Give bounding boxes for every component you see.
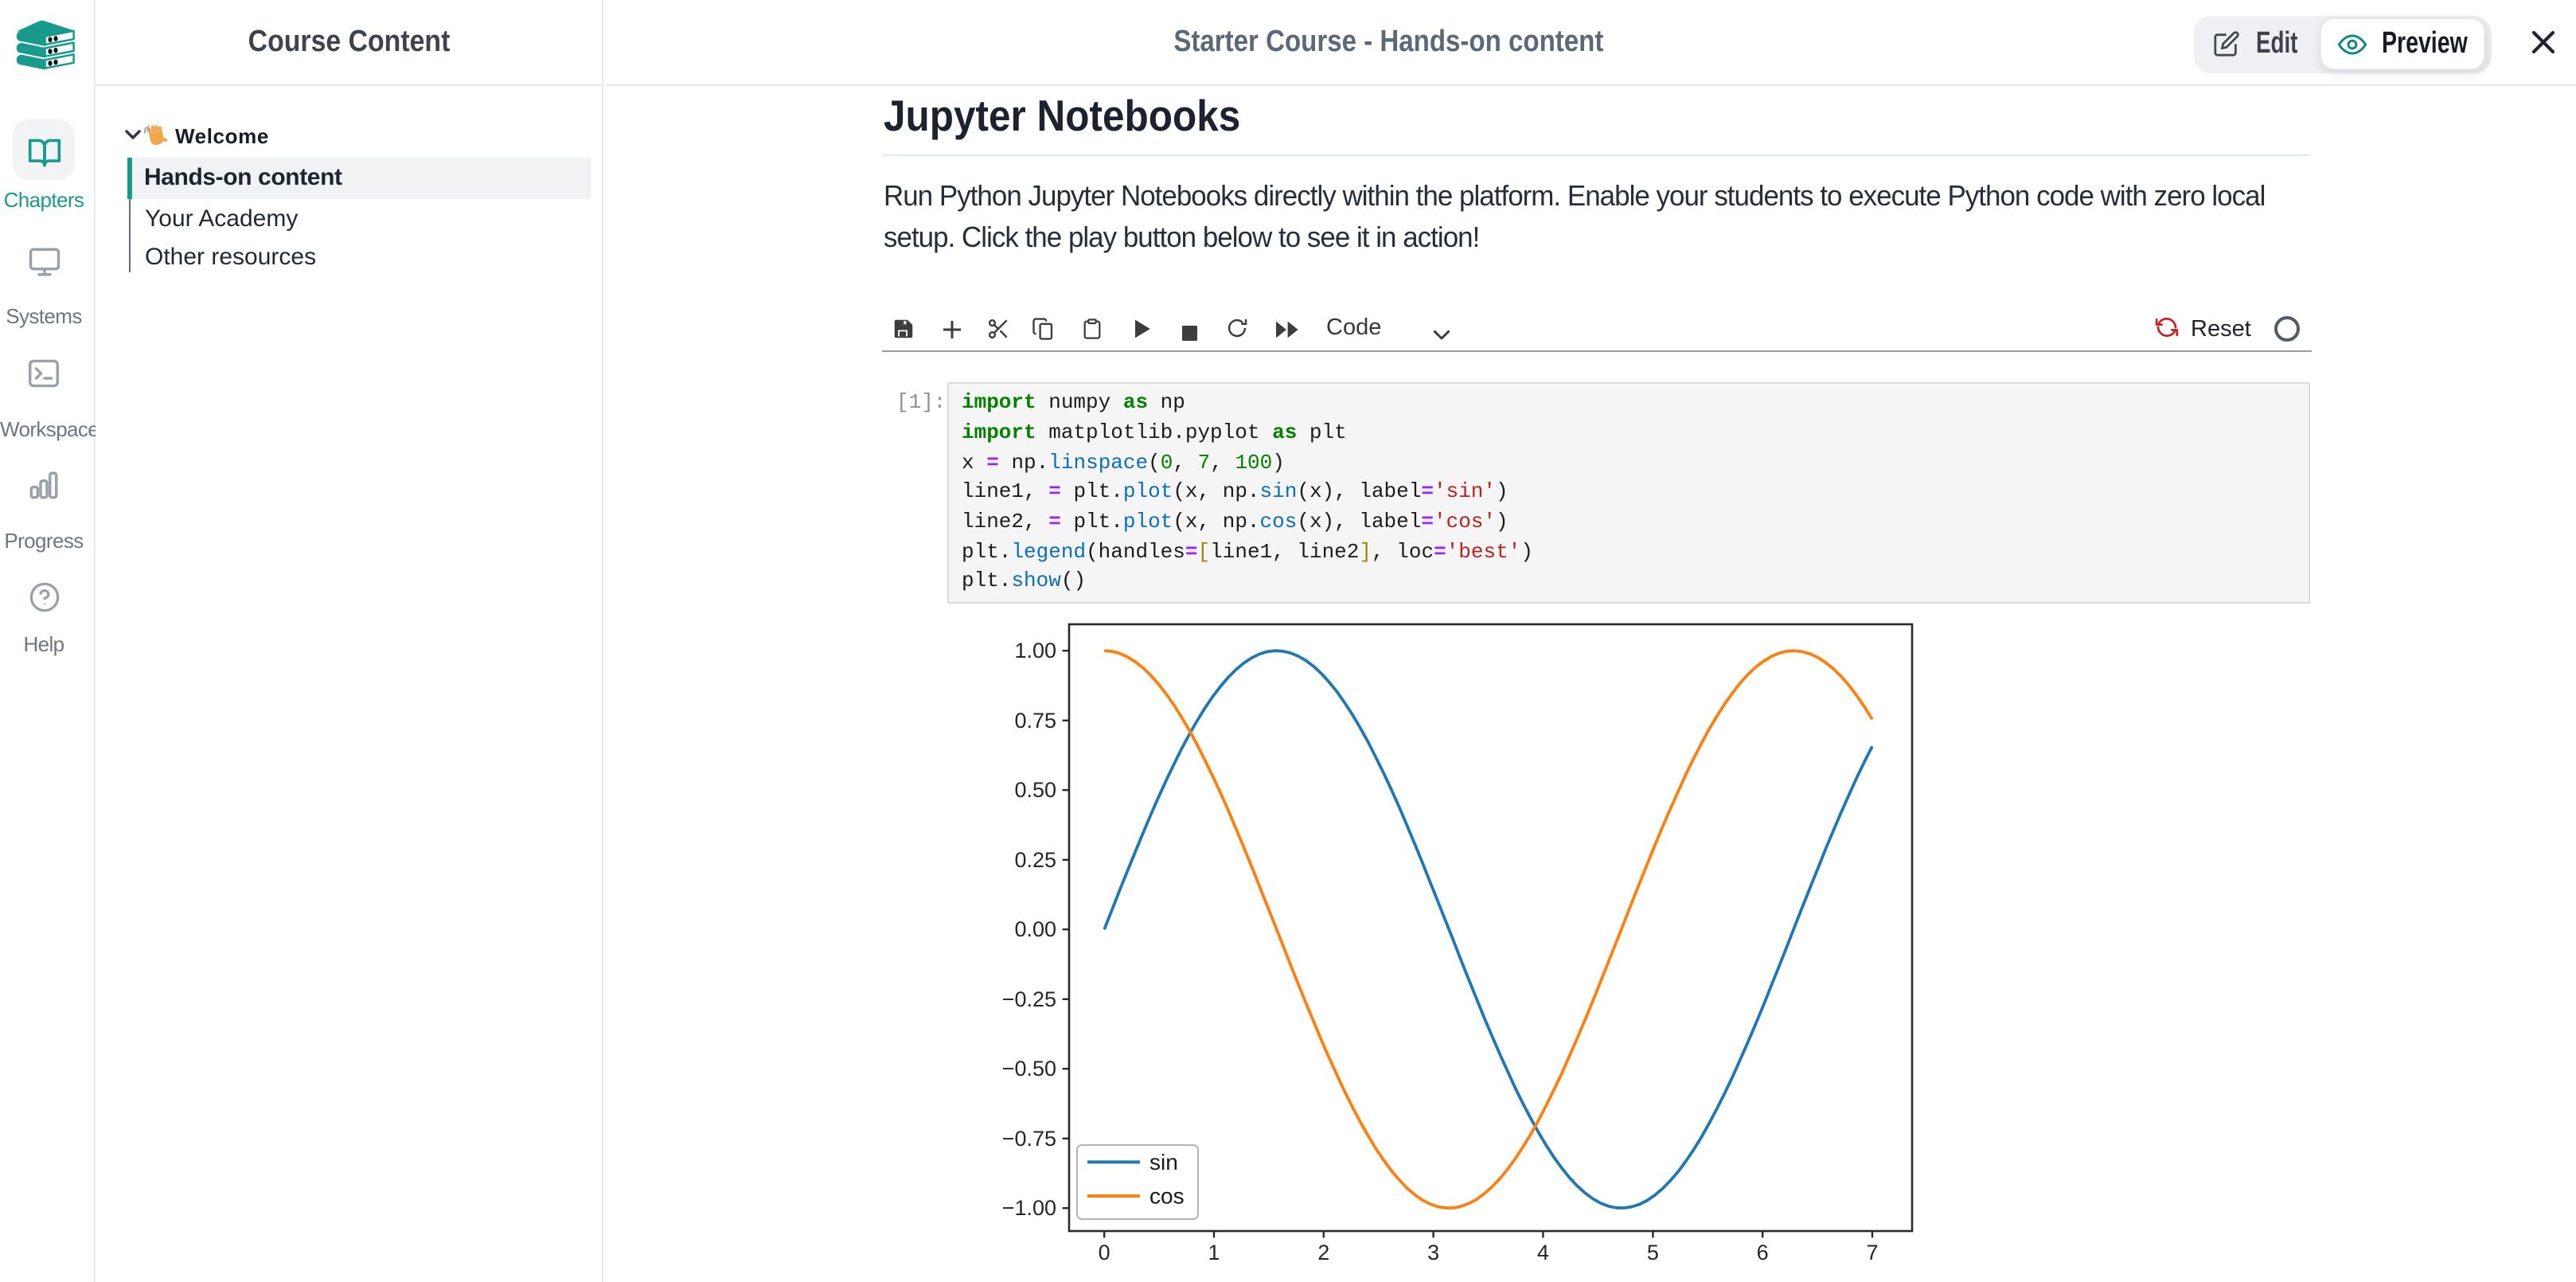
svg-text:−1.00: −1.00 [1002, 1196, 1056, 1220]
svg-text:3: 3 [1427, 1241, 1439, 1264]
svg-text:0.00: 0.00 [1014, 917, 1056, 941]
svg-text:0.25: 0.25 [1014, 848, 1056, 872]
svg-text:0.50: 0.50 [1014, 778, 1056, 802]
svg-text:7: 7 [1866, 1241, 1878, 1264]
svg-text:6: 6 [1757, 1241, 1769, 1264]
svg-text:−0.75: −0.75 [1002, 1127, 1056, 1151]
svg-text:−0.50: −0.50 [1002, 1057, 1056, 1081]
svg-text:cos: cos [1149, 1184, 1185, 1209]
svg-text:0.75: 0.75 [1014, 709, 1056, 733]
svg-text:sin: sin [1149, 1150, 1178, 1175]
svg-text:1.00: 1.00 [1014, 639, 1056, 662]
svg-text:4: 4 [1537, 1241, 1549, 1264]
svg-text:−0.25: −0.25 [1002, 987, 1056, 1011]
svg-text:2: 2 [1317, 1241, 1329, 1264]
svg-text:5: 5 [1647, 1241, 1659, 1264]
svg-text:0: 0 [1099, 1241, 1110, 1264]
svg-text:1: 1 [1208, 1241, 1220, 1264]
